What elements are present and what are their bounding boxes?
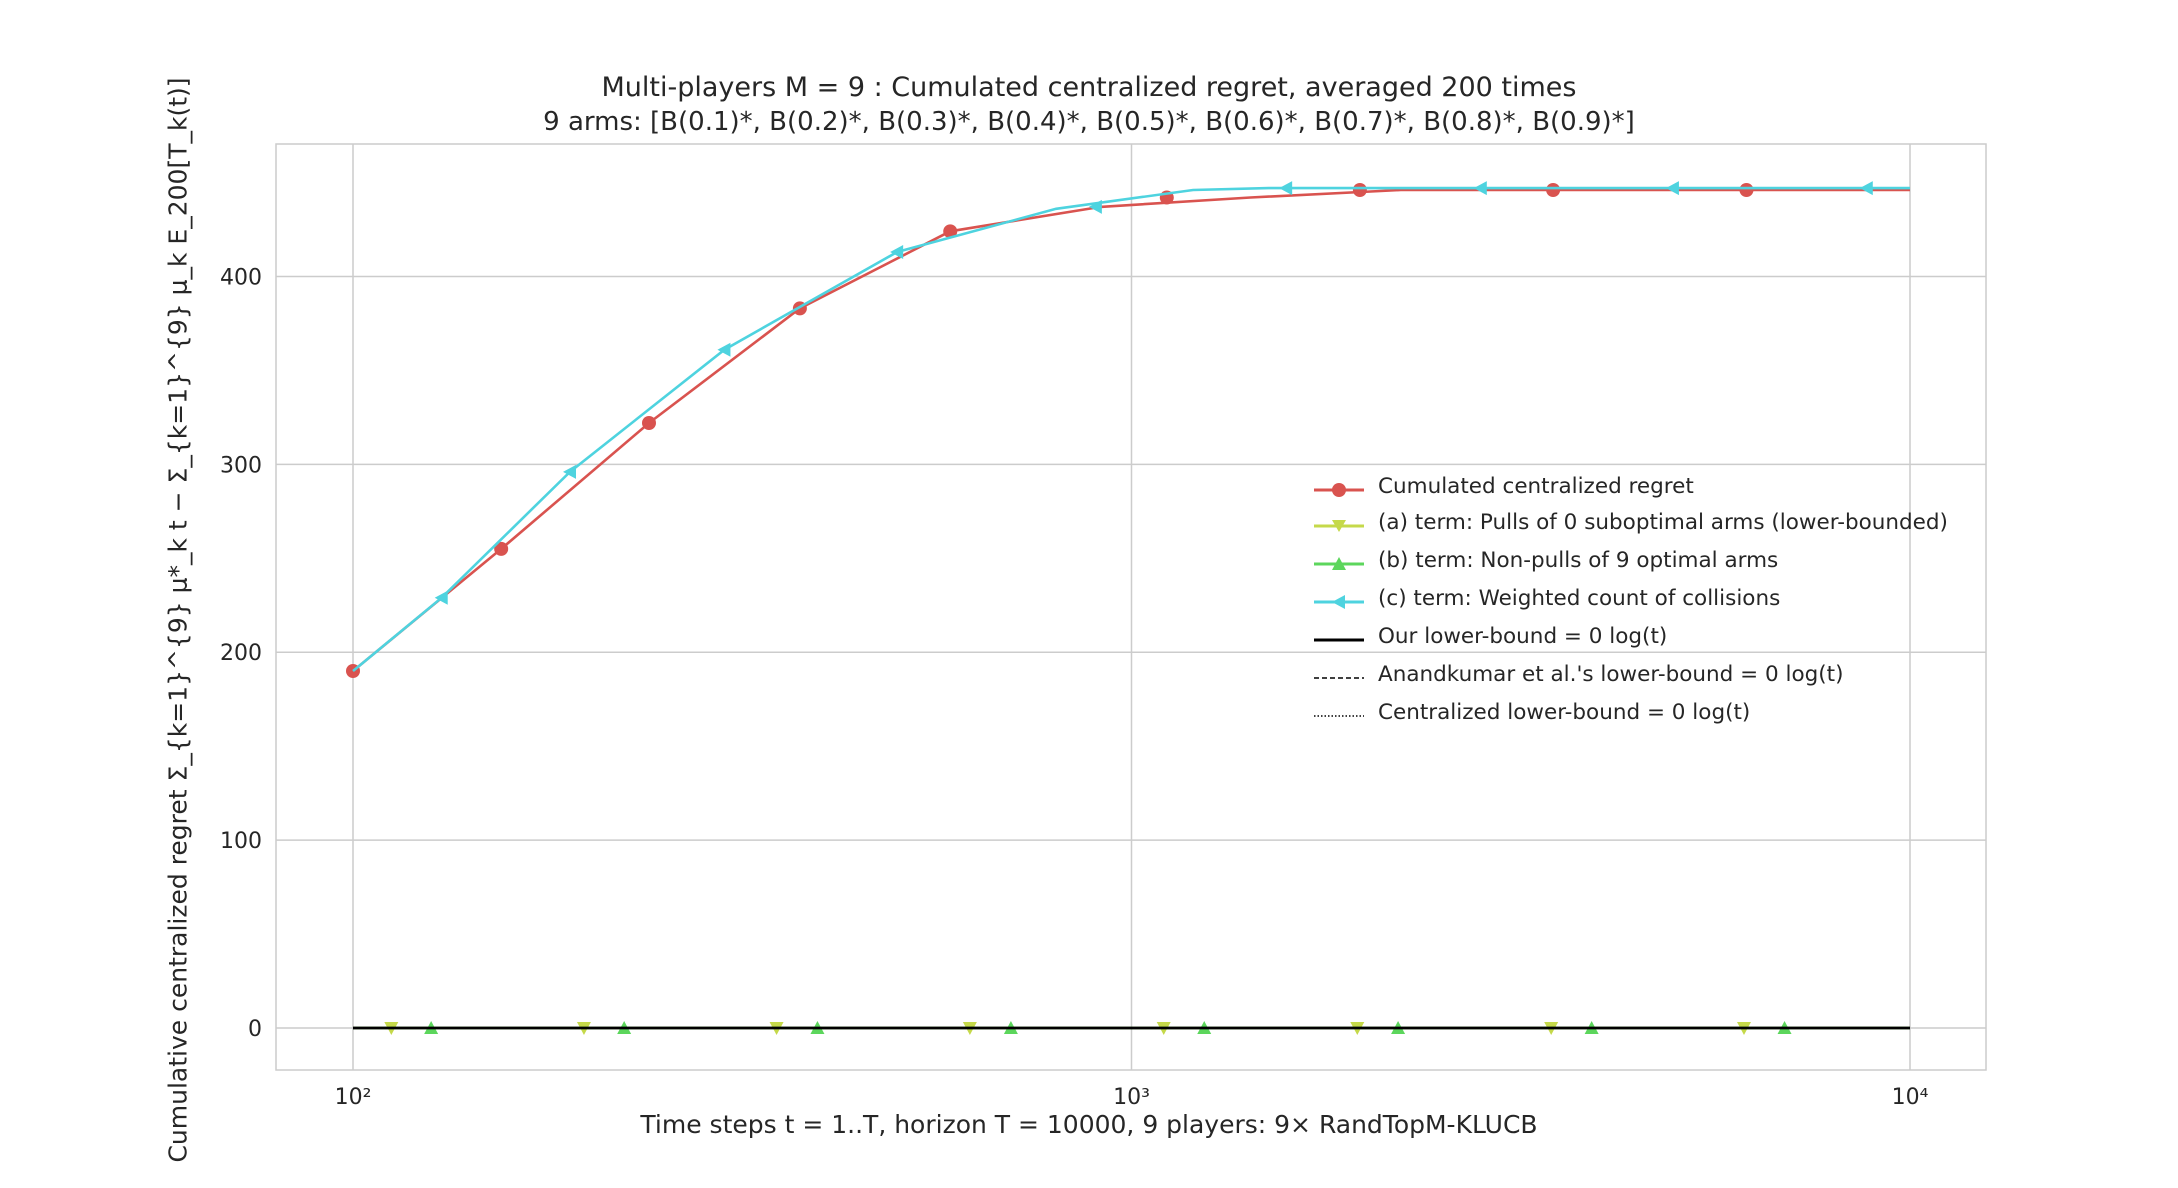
y-tick-label: 0: [248, 1017, 262, 1042]
series-3-marker: [434, 590, 448, 605]
series-3-marker: [1279, 181, 1293, 196]
y-tick-label: 400: [220, 265, 262, 290]
legend-swatch-our-bound: [1314, 638, 1364, 642]
series-0-marker: [1739, 183, 1754, 198]
series-3-marker: [1088, 199, 1102, 214]
legend-label-regret: Cumulated centralized regret: [1378, 474, 1694, 499]
chart-title: Multi-players M = 9 : Cumulated centrali…: [601, 72, 1577, 103]
y-tick-label: 300: [220, 453, 262, 478]
x-tick-label: 10²: [335, 1085, 372, 1110]
y-axis-label: Cumulative centralized regret Σ_{k=1}^{9…: [163, 77, 193, 1163]
series-3-marker: [1473, 181, 1487, 196]
legend-label-our-bound: Our lower-bound = 0 log(t): [1378, 624, 1668, 649]
series-3-marker: [1859, 181, 1873, 196]
chart-subtitle: 9 arms: [B(0.1)*, B(0.2)*, B(0.3)*, B(0.…: [543, 107, 1635, 137]
legend-swatch-anandkumar-bound: [1314, 677, 1364, 679]
series-0-marker: [641, 415, 656, 430]
y-tick-label: 100: [220, 829, 262, 854]
legend-label-term-b: (b) term: Non-pulls of 9 optimal arms: [1378, 548, 1779, 573]
legend-label-centralized-bound: Centralized lower-bound = 0 log(t): [1378, 700, 1751, 725]
tick-labels: 0 100 200 300 400 10² 10³ 10⁴: [220, 265, 1929, 1110]
legend-label-anandkumar-bound: Anandkumar et al.'s lower-bound = 0 log(…: [1378, 662, 1844, 687]
x-tick-label: 10⁴: [1892, 1085, 1929, 1110]
series-3-marker: [563, 464, 577, 479]
series-0-marker: [494, 541, 509, 556]
series-line-3: [352, 186, 1910, 673]
legend-label-term-a: (a) term: Pulls of 0 suboptimal arms (lo…: [1378, 510, 1948, 535]
series-3-marker: [890, 245, 904, 260]
series-0-marker: [1546, 183, 1561, 198]
series-0-marker: [1352, 183, 1367, 198]
legend-swatch-regret: [1314, 483, 1364, 497]
series-3-marker: [717, 342, 731, 357]
series-layer: [346, 181, 1910, 1035]
y-tick-label: 200: [220, 641, 262, 666]
series-0-marker: [943, 224, 958, 239]
series-3-marker: [1665, 181, 1679, 196]
legend-label-term-c: (c) term: Weighted count of collisions: [1378, 586, 1781, 611]
legend-swatch-term-a: [1314, 520, 1364, 532]
legend-swatch-term-b: [1314, 557, 1364, 570]
legend-swatch-term-c: [1314, 595, 1364, 609]
x-axis-label: Time steps t = 1..T, horizon T = 10000, …: [640, 1110, 1538, 1139]
legend-swatch-centralized-bound: [1314, 715, 1364, 717]
series-line-0: [352, 188, 1910, 673]
x-tick-label: 10³: [1113, 1085, 1150, 1110]
